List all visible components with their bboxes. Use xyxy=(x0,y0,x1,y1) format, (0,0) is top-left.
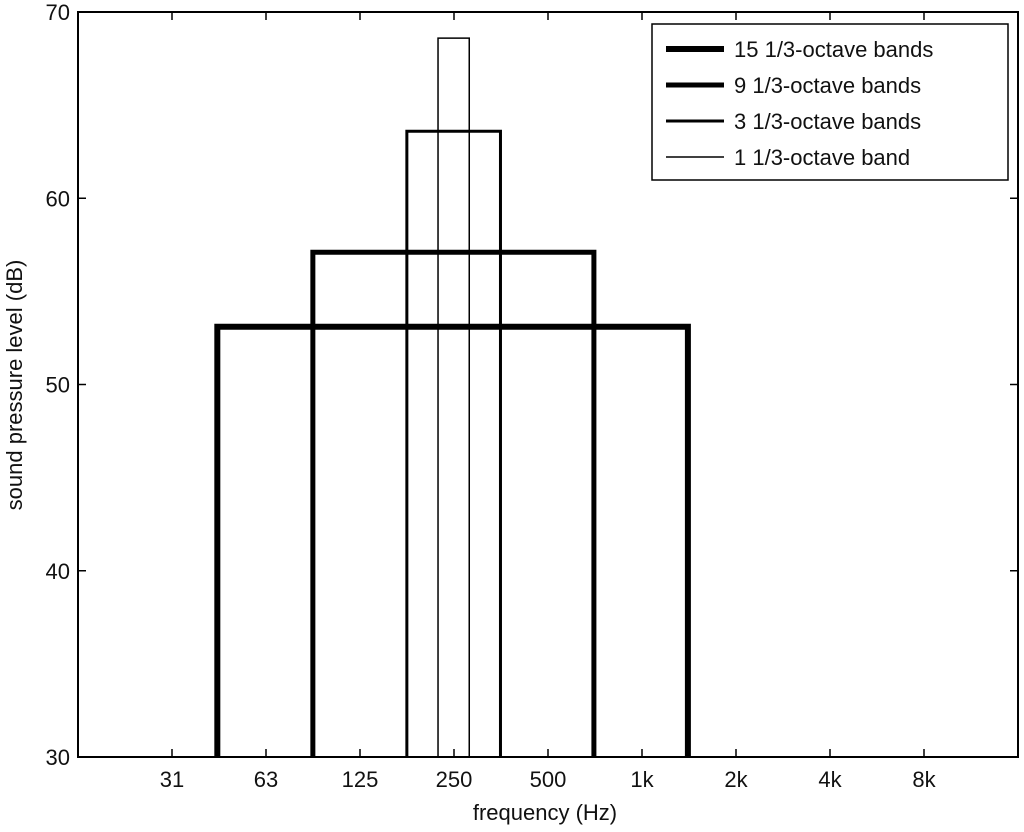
x-tick-label: 4k xyxy=(818,767,842,792)
legend-label-3: 3 1/3-octave bands xyxy=(734,109,921,134)
y-tick-label: 50 xyxy=(46,373,70,398)
x-tick-label: 125 xyxy=(342,767,379,792)
x-tick-label: 31 xyxy=(160,767,184,792)
series-band-4 xyxy=(437,37,471,757)
axis-ticks: 31 63 125 250 500 1k 2k 4k 8k 30 40 50 60 70 xyxy=(46,0,1018,792)
y-tick-label: 40 xyxy=(46,559,70,584)
y-tick-label: 70 xyxy=(46,0,70,25)
x-tick-label: 1k xyxy=(630,767,654,792)
series-band-3 xyxy=(405,129,502,757)
series-band-1 xyxy=(214,323,691,757)
plot-area xyxy=(214,37,691,757)
legend-label-1: 15 1/3-octave bands xyxy=(734,37,933,62)
series-band-2 xyxy=(310,249,597,757)
x-tick-label: 8k xyxy=(912,767,936,792)
y-tick-label: 30 xyxy=(46,745,70,770)
y-axis-label: sound pressure level (dB) xyxy=(2,260,27,511)
legend: 15 1/3-octave bands 9 1/3-octave bands 3 1… xyxy=(651,23,1009,181)
legend-label-4: 1 1/3-octave band xyxy=(734,145,910,170)
legend-label-2: 9 1/3-octave bands xyxy=(734,73,921,98)
x-tick-label: 2k xyxy=(724,767,748,792)
y-tick-label: 60 xyxy=(46,186,70,211)
x-tick-label: 250 xyxy=(436,767,473,792)
x-axis-label: frequency (Hz) xyxy=(473,800,617,825)
x-tick-label: 63 xyxy=(254,767,278,792)
x-tick-label: 500 xyxy=(530,767,567,792)
